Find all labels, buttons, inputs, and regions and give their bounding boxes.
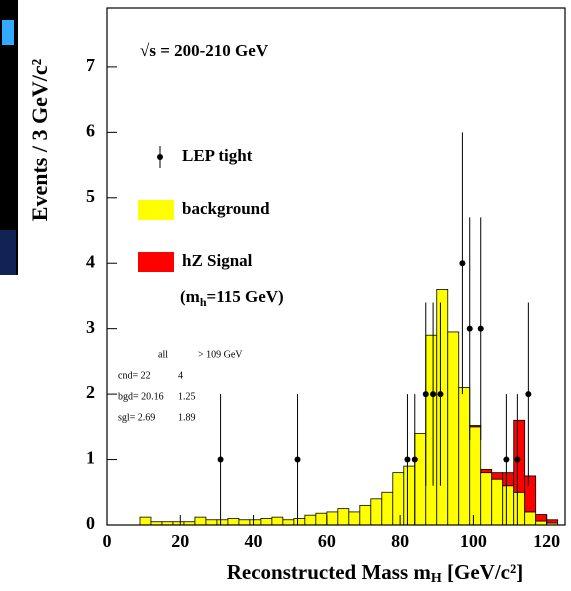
signal-bar <box>513 419 526 493</box>
background-bar <box>139 516 152 526</box>
background-bar <box>513 491 526 526</box>
background-bar <box>337 508 350 526</box>
x-axis-label-sub: H <box>431 571 442 586</box>
background-bar <box>370 498 383 526</box>
background-bar <box>326 511 339 526</box>
x-axis-label-text: Reconstructed Mass m <box>227 560 432 584</box>
background-bar <box>414 432 427 526</box>
plot-frame <box>106 7 566 526</box>
data-point <box>422 391 429 398</box>
signal-bar <box>491 472 504 480</box>
background-bar <box>447 331 460 526</box>
x-tick-label: 60 <box>318 531 336 551</box>
background-bar <box>249 519 262 526</box>
x-tick-label: 20 <box>171 531 189 551</box>
data-point <box>430 391 437 398</box>
background-bar <box>502 485 515 526</box>
cropped-image-strip <box>0 0 18 275</box>
background-bar <box>216 519 229 526</box>
background-bar <box>491 478 504 526</box>
background-bar <box>282 519 295 526</box>
summary-cell: 1.89 <box>178 412 196 423</box>
legend-label: LEP tight <box>182 146 253 165</box>
y-tick-label: 6 <box>86 120 95 140</box>
summary-cell: sgl= 2.69 <box>118 412 155 423</box>
summary-cell: cnd= 22 <box>118 370 151 381</box>
summary-cell: 4 <box>178 370 183 381</box>
background-bar <box>392 472 405 526</box>
background-bar <box>480 472 493 526</box>
background-bar <box>359 504 372 526</box>
background-bar <box>194 516 207 526</box>
signal-bar <box>469 425 482 428</box>
x-tick-label: 120 <box>533 531 560 551</box>
data-point <box>294 456 301 463</box>
background-bar <box>348 511 361 526</box>
x-tick-label: 40 <box>245 531 263 551</box>
cropped-image-detail <box>2 20 14 45</box>
x-axis-label: Reconstructed Mass mH [GeV/c²] <box>227 560 524 586</box>
background-bar <box>403 465 416 526</box>
signal-bar <box>502 472 515 487</box>
y-tick-label: 4 <box>86 251 95 271</box>
data-point <box>525 391 532 398</box>
y-tick-label: 7 <box>86 55 95 75</box>
summary-cell: > 109 GeV <box>198 349 243 360</box>
background-bar <box>293 518 306 526</box>
summary-cell: 1.25 <box>178 391 196 402</box>
data-point <box>503 456 510 463</box>
x-tick-label: 100 <box>460 531 487 551</box>
background-bar <box>227 518 240 526</box>
y-tick-label: 0 <box>86 513 95 533</box>
data-point <box>404 456 411 463</box>
background-bar <box>205 519 218 526</box>
y-tick-label: 2 <box>86 382 95 402</box>
background-bar <box>271 516 284 526</box>
y-axis-label: Events / 3 GeV/c² <box>27 58 52 221</box>
y-tick-label: 5 <box>86 186 95 206</box>
data-point <box>411 456 418 463</box>
y-tick-label: 3 <box>86 317 95 337</box>
legend-label: hZ Signal <box>182 251 253 270</box>
background-bar <box>425 334 438 526</box>
mass-note-sub: h <box>200 295 207 309</box>
data-point <box>466 325 473 332</box>
background-bar <box>238 519 251 526</box>
signal-bar <box>524 475 537 513</box>
data-point <box>217 456 224 463</box>
summary-cell: bgd= 20.16 <box>118 391 164 402</box>
background-bar <box>458 387 471 526</box>
background-bar <box>436 289 449 526</box>
background-bar <box>304 514 317 526</box>
legend-label: background <box>182 199 270 218</box>
legend-swatch <box>138 252 174 272</box>
signal-bar <box>535 514 548 522</box>
legend-swatch <box>138 200 174 220</box>
summary-cell: all <box>158 349 168 360</box>
mass-note: (mh=115 GeV) <box>180 287 284 309</box>
y-tick-label: 1 <box>86 448 95 468</box>
data-point <box>514 456 521 463</box>
data-point <box>437 391 444 398</box>
signal-bar <box>546 519 559 524</box>
x-tick-label: 80 <box>391 531 409 551</box>
data-point <box>477 325 484 332</box>
background-bar <box>524 511 537 526</box>
annotation: √s = 200-210 GeV <box>140 41 269 60</box>
mass-note-tail: =115 GeV) <box>207 287 284 306</box>
cropped-image-detail <box>0 230 16 275</box>
background-bar <box>469 426 482 526</box>
background-bar <box>315 512 328 526</box>
mass-note-text: (m <box>180 287 200 306</box>
data-point <box>459 260 466 267</box>
background-bar <box>260 518 273 526</box>
legend-point <box>157 154 163 160</box>
signal-bar <box>480 468 493 474</box>
background-bar <box>381 491 394 526</box>
x-tick-label: 0 <box>103 531 112 551</box>
x-axis-label-tail: [GeV/c²] <box>442 560 524 584</box>
